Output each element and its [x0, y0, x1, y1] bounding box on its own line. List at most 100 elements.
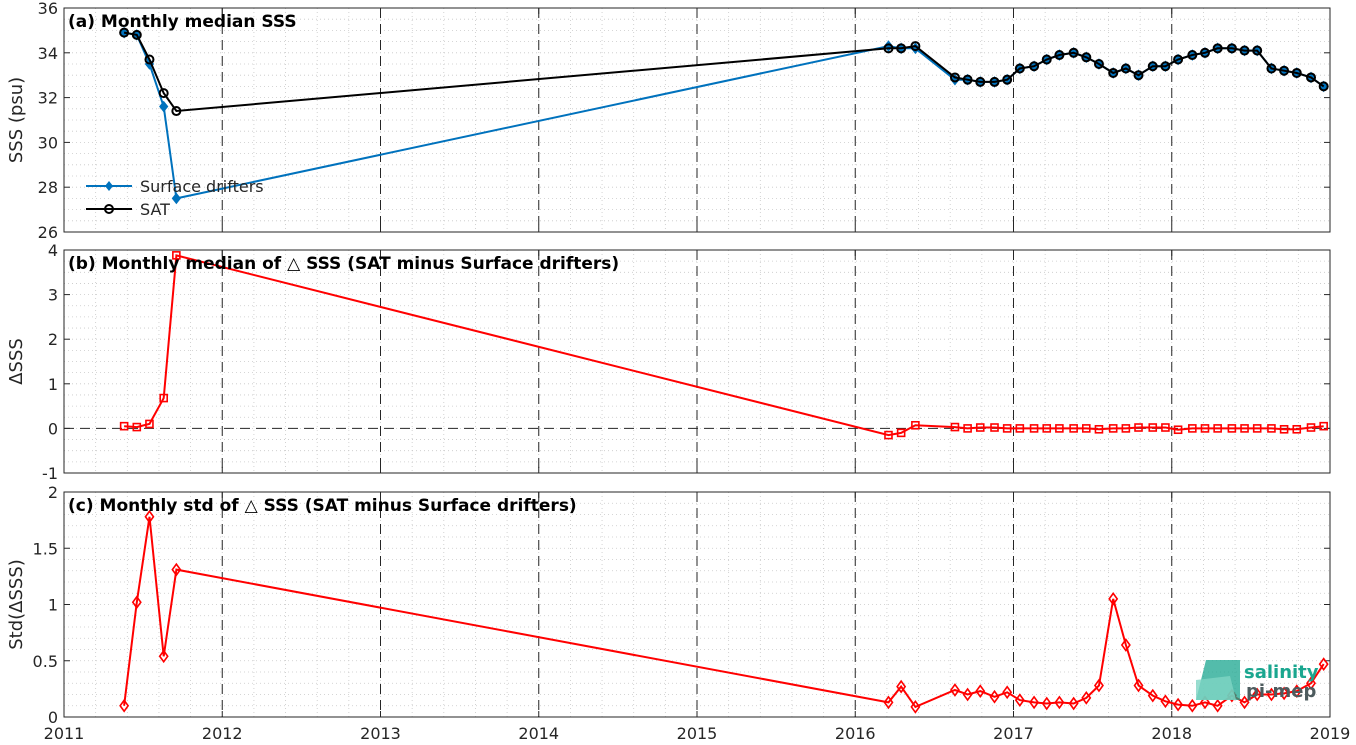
data-point — [949, 683, 960, 697]
data-point — [883, 43, 894, 54]
data-point — [1108, 67, 1119, 78]
data-point — [1306, 423, 1316, 432]
data-point — [1306, 676, 1316, 691]
data-point — [158, 88, 169, 99]
data-point — [1267, 424, 1276, 433]
data-point — [1199, 47, 1210, 58]
data-point — [949, 72, 960, 83]
panel-b: -1 0 1 2 3 4 ΔSSS (b) Monthly median of △ SSS (… — [6, 241, 1331, 483]
data-point — [1306, 72, 1317, 83]
data-point — [1069, 424, 1078, 433]
data-point — [131, 29, 142, 40]
data-point — [159, 393, 168, 403]
x-tick-label: 2015 — [677, 724, 718, 743]
data-point — [975, 76, 986, 87]
data-point — [1279, 65, 1290, 76]
data-point — [962, 74, 973, 85]
data-point — [990, 423, 999, 432]
data-point — [1029, 695, 1040, 710]
panel-title: (b) Monthly median of △ SSS (SAT minus S… — [68, 254, 619, 274]
data-point — [1120, 638, 1131, 652]
data-point — [1002, 74, 1013, 85]
data-point — [1279, 686, 1290, 701]
x-tick-label: 2012 — [202, 724, 243, 743]
data-point — [883, 695, 894, 710]
series-line — [124, 254, 1324, 437]
data-point — [1093, 678, 1104, 693]
data-point — [1187, 698, 1198, 713]
data-point — [1068, 47, 1079, 58]
data-point — [1108, 424, 1118, 433]
data-point — [1213, 424, 1222, 433]
data-point — [1318, 81, 1329, 92]
data-point — [1252, 424, 1262, 433]
data-point — [1291, 684, 1302, 698]
data-point — [1173, 425, 1183, 435]
y-tick-label: 34 — [38, 44, 58, 63]
data-point — [119, 421, 129, 431]
data-point — [1239, 695, 1250, 710]
data-point — [1212, 698, 1223, 713]
legend-label: Surface drifters — [140, 177, 264, 196]
data-point — [1014, 693, 1025, 707]
data-point — [1160, 694, 1171, 709]
data-point — [896, 43, 907, 54]
data-point — [1161, 423, 1170, 432]
y-tick-label: 32 — [38, 89, 58, 108]
data-point — [1279, 424, 1289, 434]
data-point — [144, 509, 155, 524]
data-point — [1133, 70, 1144, 81]
y-tick-label: 26 — [38, 223, 58, 242]
y-tick-label: 0 — [48, 419, 58, 438]
data-point — [1240, 424, 1249, 433]
y-tick-label: 0.5 — [33, 652, 58, 671]
data-point — [1318, 657, 1329, 671]
data-point — [1042, 424, 1052, 433]
y-tick-label: 2 — [48, 483, 58, 502]
panel-title: (a) Monthly median SSS — [68, 12, 297, 32]
data-point — [1173, 697, 1184, 712]
data-point — [1120, 63, 1131, 74]
data-point — [884, 430, 893, 440]
y-tick-label: 28 — [38, 178, 58, 197]
y-tick-label: -1 — [42, 464, 58, 483]
y-axis-label: ΔSSS — [6, 338, 27, 385]
data-point — [1054, 695, 1065, 710]
data-point — [1319, 421, 1328, 431]
panel-c: 0 0.5 1 1.5 2 2011 2012 2013 2014 2015 2016 2017 201… — [6, 483, 1350, 743]
data-point — [1200, 424, 1210, 433]
data-point — [144, 54, 155, 65]
data-point — [171, 106, 182, 117]
data-point — [119, 698, 130, 713]
logo-mark-shade — [1196, 676, 1236, 700]
data-point — [1015, 424, 1025, 433]
data-point — [1002, 424, 1012, 433]
data-point — [989, 76, 1000, 87]
data-point — [1081, 52, 1092, 63]
data-point — [1081, 691, 1092, 705]
salinity-pimep-logo: salinity pi-mep — [1196, 660, 1319, 702]
legend: Surface drifters SAT — [86, 177, 264, 219]
data-point — [1266, 63, 1277, 74]
data-point — [1239, 45, 1250, 56]
y-tick-label: 3 — [48, 286, 58, 305]
data-point — [1148, 423, 1158, 432]
data-point — [132, 422, 142, 432]
data-point — [1054, 50, 1065, 61]
data-point — [950, 422, 960, 432]
y-tick-label: 1 — [48, 375, 58, 394]
data-point — [1188, 424, 1197, 433]
data-point — [171, 562, 182, 577]
data-point — [119, 27, 130, 38]
data-point — [1014, 63, 1025, 74]
data-point — [963, 424, 972, 433]
series-delta-sss — [119, 251, 1328, 440]
x-tick-label: 2011 — [44, 724, 85, 743]
data-point — [1266, 687, 1277, 702]
data-point — [1108, 592, 1119, 606]
data-point — [1199, 695, 1210, 710]
data-point — [1068, 696, 1079, 711]
y-tick-label: 30 — [38, 133, 58, 152]
data-point — [1160, 61, 1171, 72]
data-point — [1055, 424, 1064, 433]
